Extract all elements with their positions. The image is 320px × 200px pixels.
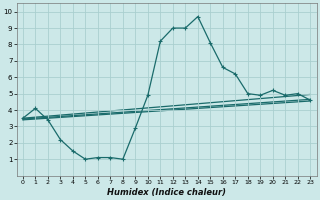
- X-axis label: Humidex (Indice chaleur): Humidex (Indice chaleur): [107, 188, 226, 197]
